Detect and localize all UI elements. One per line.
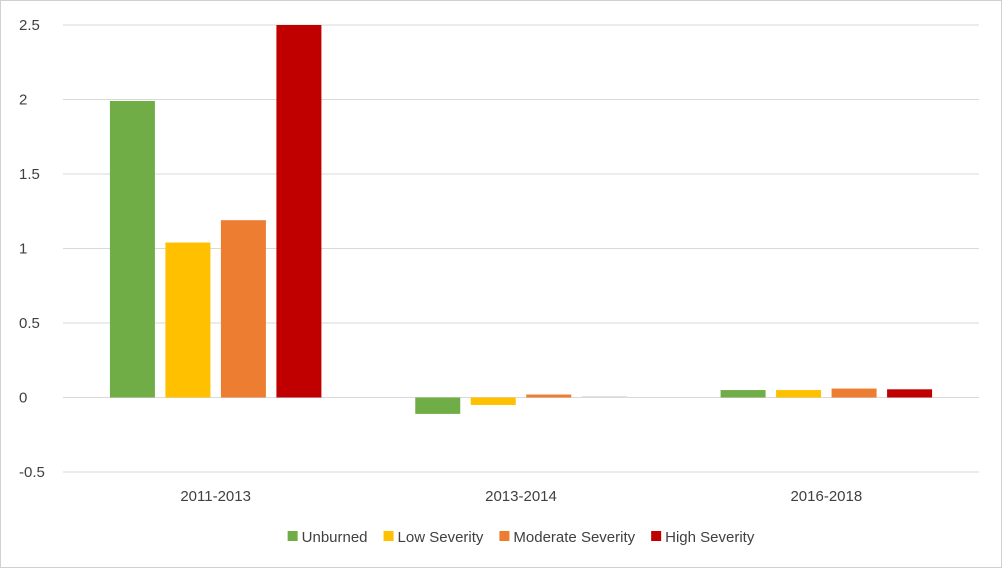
legend-swatch <box>651 531 662 541</box>
legend-item-high-severity: High Severity <box>651 529 755 546</box>
bar-unburned-2011-2013 <box>109 100 155 398</box>
bar-low-severity-2016-2018 <box>776 390 822 398</box>
category-label: 2016-2018 <box>790 488 862 505</box>
bar-high-severity-2016-2018 <box>887 389 933 398</box>
bar-high-severity-2011-2013 <box>276 25 322 398</box>
gridlines <box>63 24 979 473</box>
legend-label: Low Severity <box>398 529 484 546</box>
y-tick-label: 2 <box>19 92 27 109</box>
y-tick-label: -0.5 <box>19 464 45 481</box>
legend-label: Unburned <box>302 529 368 546</box>
bar-low-severity-2013-2014 <box>470 397 516 405</box>
bar-low-severity-2011-2013 <box>165 242 211 398</box>
category-label: 2011-2013 <box>180 488 251 505</box>
legend-label: High Severity <box>665 529 755 546</box>
category-label: 2013-2014 <box>485 488 557 505</box>
bar-moderate-severity-2011-2013 <box>220 220 266 398</box>
legend-item-unburned: Unburned <box>287 529 368 546</box>
bars <box>109 25 933 414</box>
y-tick-label: 0.5 <box>19 315 40 332</box>
bar-unburned-2016-2018 <box>720 390 766 398</box>
legend-item-moderate-severity: Moderate Severity <box>499 529 636 546</box>
legend-item-low-severity: Low Severity <box>383 529 484 546</box>
y-tick-label: 2.5 <box>19 17 40 34</box>
y-tick-label: 1.5 <box>19 166 40 183</box>
bar-high-severity-2013-2014 <box>581 396 627 398</box>
legend-swatch <box>287 531 298 541</box>
x-axis-category-labels: 2011-2013 2013-2014 2016-2018 <box>180 488 862 505</box>
y-axis-tick-labels: -0.5 0 0.5 1 1.5 2 2.5 <box>19 17 45 481</box>
bar-moderate-severity-2016-2018 <box>831 388 877 398</box>
bar-unburned-2013-2014 <box>415 397 461 414</box>
y-tick-label: 0 <box>19 390 27 407</box>
legend-swatch <box>499 531 510 541</box>
legend-label: Moderate Severity <box>513 529 635 546</box>
bar-moderate-severity-2013-2014 <box>526 394 572 398</box>
legend-swatch <box>383 531 394 541</box>
y-tick-label: 1 <box>19 241 27 258</box>
legend: Unburned Low Severity Moderate Severity Hig… <box>287 529 755 546</box>
